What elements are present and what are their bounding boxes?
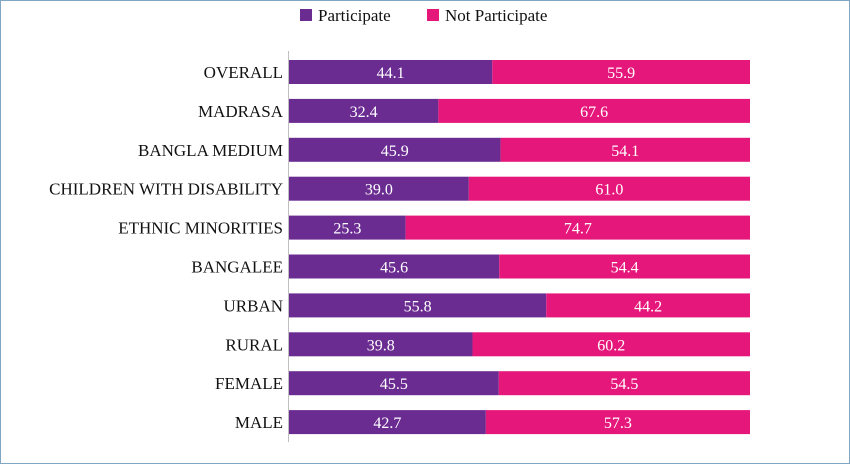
value-label-participate-rural: 39.8 [367, 337, 395, 354]
category-label-bangla-medium: BANGLA MEDIUM [138, 141, 283, 160]
bar-participate-madrasa [289, 98, 439, 123]
legend-swatch-participate [300, 9, 312, 21]
bar-participate-female [289, 371, 499, 396]
value-label-not-participate-bangla-medium: 54.1 [611, 143, 639, 160]
value-label-participate-female: 45.5 [380, 376, 408, 393]
value-label-participate-overall: 44.1 [377, 65, 405, 82]
value-label-participate-urban: 55.8 [404, 298, 432, 315]
bar-not-participate-rural [472, 332, 750, 357]
category-label-urban: URBAN [223, 296, 283, 315]
category-label-madrasa: MADRASA [198, 102, 284, 121]
bar-not-participate-urban [546, 293, 750, 318]
category-label-ethnic-minorities: ETHNIC MINORITIES [118, 219, 283, 238]
value-label-participate-children-with-disability: 39.0 [365, 182, 393, 199]
bar-participate-ethnic-minorities [289, 215, 406, 240]
value-label-participate-bangalee: 45.6 [380, 260, 408, 277]
value-label-not-participate-female: 54.5 [610, 376, 638, 393]
value-label-not-participate-urban: 44.2 [634, 298, 662, 315]
value-label-participate-madrasa: 32.4 [350, 104, 378, 121]
legend-label-not-participate: Not Participate [445, 6, 547, 25]
bar-not-participate-overall [492, 60, 750, 84]
bar-not-participate-female [498, 371, 750, 396]
bar-participate-bangalee [289, 254, 500, 279]
value-label-participate-bangla-medium: 45.9 [381, 143, 409, 160]
category-label-rural: RURAL [225, 335, 283, 354]
value-label-participate-male: 42.7 [373, 415, 401, 432]
value-label-not-participate-children-with-disability: 61.0 [595, 182, 623, 199]
bar-not-participate-ethnic-minorities [405, 215, 750, 240]
value-label-not-participate-ethnic-minorities: 74.7 [564, 221, 592, 238]
bar-participate-bangla-medium [289, 137, 501, 162]
bar-participate-children-with-disability [289, 176, 469, 201]
legend-swatch-not-participate [427, 9, 439, 21]
value-label-not-participate-overall: 55.9 [607, 65, 635, 82]
value-label-participate-ethnic-minorities: 25.3 [333, 221, 361, 238]
bar-not-participate-male [485, 410, 750, 435]
legend: Participate Not Participate [300, 6, 547, 25]
value-label-not-participate-madrasa: 67.6 [580, 104, 608, 121]
bar-not-participate-bangla-medium [500, 137, 750, 162]
value-label-not-participate-bangalee: 54.4 [611, 260, 639, 277]
bars-group: OVERALL 44.1 55.9 MADRASA 32.4 67.6 BANGLA MED… [49, 60, 750, 435]
bar-participate-rural [289, 332, 473, 357]
category-label-overall: OVERALL [204, 63, 283, 82]
value-label-not-participate-rural: 60.2 [597, 337, 625, 354]
bar-not-participate-madrasa [438, 98, 750, 123]
bar-participate-urban [289, 293, 547, 318]
bar-not-participate-children-with-disability [468, 176, 750, 201]
category-label-female: FEMALE [215, 374, 283, 393]
bar-not-participate-bangalee [499, 254, 750, 279]
value-label-not-participate-male: 57.3 [604, 415, 632, 432]
category-label-bangalee: BANGALEE [191, 258, 283, 277]
bar-participate-male [289, 410, 486, 435]
bar-participate-overall [289, 60, 493, 84]
category-label-children-with-disability: CHILDREN WITH DISABILITY [49, 180, 283, 199]
category-label-male: MALE [235, 413, 283, 432]
legend-label-participate: Participate [318, 6, 391, 25]
